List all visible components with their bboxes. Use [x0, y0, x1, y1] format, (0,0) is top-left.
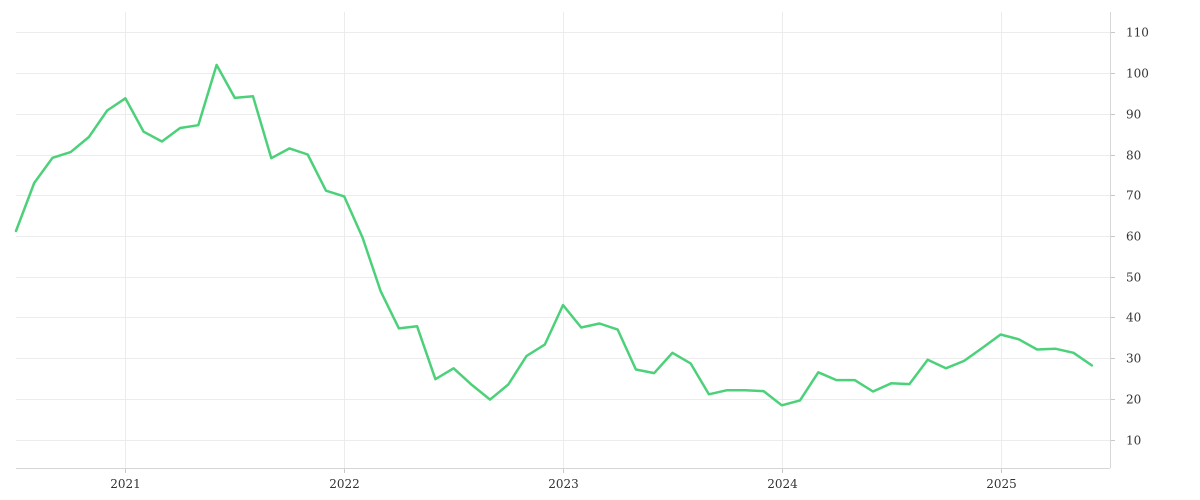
y-axis-tick-labels: 10 20 30 40 50 60 70 80 90 100 110 [1126, 26, 1149, 448]
y-tick-label: 50 [1126, 271, 1141, 285]
x-tick-label: 2021 [110, 477, 141, 491]
y-tick-label: 80 [1126, 149, 1141, 163]
y-tick-label: 70 [1126, 189, 1141, 203]
y-tick-label: 100 [1126, 67, 1149, 81]
x-axis-tick-labels: 2021 2022 2023 2024 2025 [110, 477, 1017, 491]
y-tick-label: 60 [1126, 230, 1141, 244]
x-tick-label: 2022 [329, 477, 360, 491]
chart-series [14, 63, 1094, 407]
x-tick-label: 2023 [548, 477, 579, 491]
x-tick-label: 2024 [767, 477, 798, 491]
chart-gridlines [16, 12, 1110, 468]
y-tick-label: 90 [1126, 108, 1141, 122]
y-tick-label: 110 [1126, 26, 1149, 40]
y-tick-label: 40 [1126, 311, 1141, 325]
y-tick-label: 30 [1126, 352, 1141, 366]
x-tick-label: 2025 [986, 477, 1017, 491]
y-tick-label: 10 [1126, 434, 1141, 448]
chart-axes [16, 12, 1115, 473]
y-tick-label: 20 [1126, 393, 1141, 407]
series-line [14, 63, 1094, 407]
